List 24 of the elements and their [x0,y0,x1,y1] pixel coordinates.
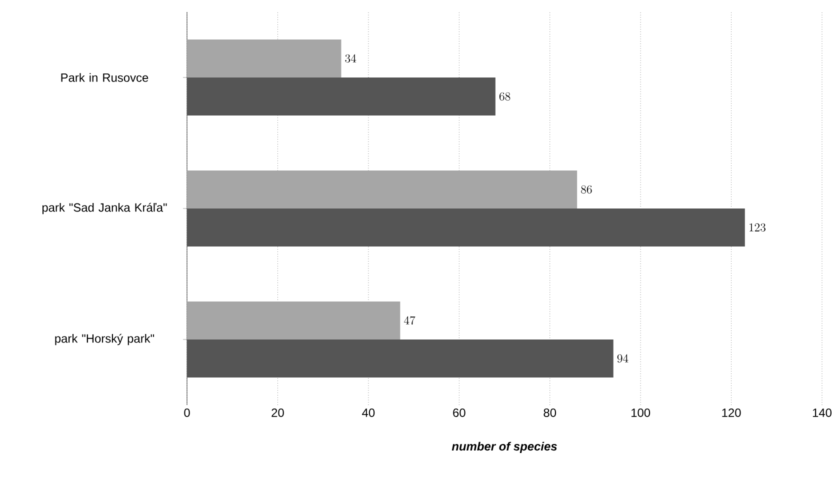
bar [187,170,578,208]
x-axis-title: number of species [452,442,557,453]
x-tick-label: 40 [362,408,375,417]
bar [187,301,400,340]
y-tick-label: park "Sad Janka Kráľa" [42,202,167,214]
y-tick-label: park "Horský park" [55,334,154,346]
y-tick-label: Park in Rusovce [61,73,148,82]
data-label: 94 [617,354,628,363]
data-label: 123 [750,223,766,232]
data-label: 86 [581,185,592,194]
x-tick-label: 80 [544,408,556,417]
x-tick-label: 20 [272,408,284,417]
x-tick-label: 140 [812,408,832,417]
x-tick-label: 100 [632,408,650,417]
bar [187,77,496,116]
x-tick-label: 0 [184,408,190,417]
data-label: 47 [404,316,416,325]
bar [187,339,614,378]
data-label: 34 [345,54,356,63]
bar [187,208,745,246]
x-tick-label: 60 [453,408,466,417]
bar [187,39,342,78]
data-label: 68 [499,92,510,101]
x-tick-label: 120 [722,408,741,417]
